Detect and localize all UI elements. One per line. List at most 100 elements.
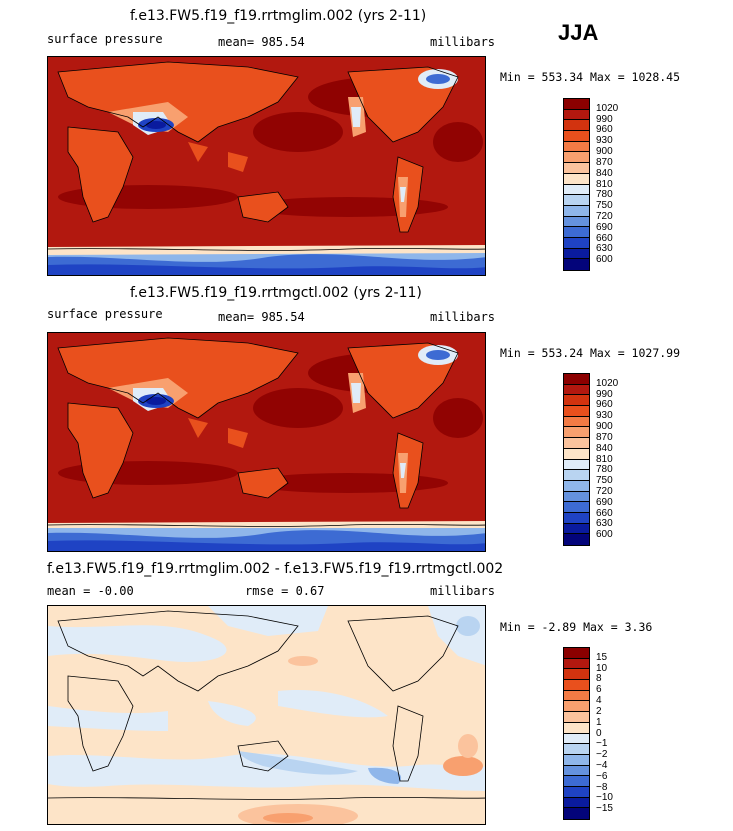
- colorbar-swatch: [564, 470, 589, 481]
- colorbar-tick-label: 840: [596, 167, 613, 179]
- colorbar-tick-label: −2: [596, 749, 608, 761]
- panel2-mean: mean= 985.54: [218, 310, 305, 324]
- colorbar-swatch: [564, 658, 589, 670]
- colorbar-tick-label: −1: [596, 738, 608, 750]
- colorbar-swatch: [564, 534, 589, 545]
- panel1-map: [47, 56, 486, 276]
- colorbar-tick-label: −10: [596, 792, 613, 804]
- colorbar-swatch: [564, 744, 589, 755]
- colorbar-tick-label: 750: [596, 475, 613, 487]
- colorbar-swatch: [564, 374, 589, 385]
- colorbar-tick-label: 10: [596, 662, 608, 674]
- panel1-units: millibars: [430, 35, 496, 49]
- colorbar-tick-label: −15: [596, 803, 613, 815]
- colorbar-swatch: [564, 131, 589, 142]
- panel3-mean: mean = -0.00: [47, 584, 134, 598]
- colorbar-tick-label: 4: [596, 695, 602, 707]
- colorbar-tick-label: 1020: [596, 377, 619, 389]
- colorbar-tick-label: 990: [596, 388, 613, 400]
- colorbar-tick-label: 900: [596, 421, 613, 433]
- colorbar-tick-label: 900: [596, 146, 613, 158]
- colorbar-tick-label: 840: [596, 442, 613, 454]
- colorbar-swatch: [564, 690, 589, 702]
- colorbar-tick-label: 15: [596, 651, 608, 663]
- colorbar-swatch: [564, 765, 589, 777]
- colorbar-tick-label: 1020: [596, 102, 619, 114]
- colorbar-swatch: [564, 109, 589, 121]
- colorbar-tick-label: 930: [596, 135, 613, 147]
- colorbar-swatch: [564, 754, 589, 766]
- colorbar-swatch: [564, 173, 589, 185]
- colorbar-swatch: [564, 669, 589, 681]
- colorbar-tick-label: 870: [596, 431, 613, 443]
- colorbar-tick-label: 750: [596, 200, 613, 212]
- season-label: JJA: [558, 20, 599, 45]
- colorbar-swatch: [564, 152, 589, 164]
- colorbar-tick-label: 780: [596, 464, 613, 476]
- colorbar-tick-label: 810: [596, 453, 613, 465]
- colorbar-tick-label: 630: [596, 243, 613, 255]
- panel1-map-svg: [48, 57, 485, 275]
- colorbar-swatch: [564, 99, 589, 110]
- colorbar-tick-label: 660: [596, 232, 613, 244]
- colorbar-tick-label: −4: [596, 759, 608, 771]
- colorbar-swatch: [564, 163, 589, 174]
- panel2-map: [47, 332, 486, 552]
- colorbar-tick-label: 780: [596, 189, 613, 201]
- colorbar-swatch: [564, 438, 589, 449]
- colorbar-swatch: [564, 722, 589, 734]
- panel3-units: millibars: [430, 584, 496, 598]
- colorbar-swatch: [564, 459, 589, 471]
- colorbar-swatch: [564, 776, 589, 787]
- colorbar-swatch: [564, 416, 589, 428]
- colorbar-swatch: [564, 227, 589, 238]
- colorbar-tick-label: 930: [596, 410, 613, 422]
- panel1-mean: mean= 985.54: [218, 35, 305, 49]
- colorbar-swatch: [564, 195, 589, 206]
- panel3-rmse: rmse = 0.67: [245, 584, 325, 598]
- colorbar-swatch: [564, 205, 589, 217]
- colorbar-tick-label: 600: [596, 254, 613, 266]
- colorbar-swatch: [564, 120, 589, 132]
- panel2-colorbar: [563, 373, 590, 546]
- colorbar-swatch: [564, 808, 589, 819]
- colorbar-swatch: [564, 216, 589, 228]
- colorbar-tick-label: 960: [596, 124, 613, 136]
- panel1-variable: surface pressure: [47, 32, 163, 46]
- colorbar-swatch: [564, 384, 589, 396]
- panel1-colorbar: [563, 98, 590, 271]
- colorbar-tick-label: 600: [596, 529, 613, 541]
- panel3-title: f.e13.FW5.f19_f19.rrtmglim.002 - f.e13.F…: [47, 561, 504, 577]
- panel3-map-svg: [48, 606, 485, 824]
- colorbar-swatch: [564, 733, 589, 745]
- panel2-variable: surface pressure: [47, 307, 163, 321]
- panel3-map: [47, 605, 486, 825]
- panel2-title: f.e13.FW5.f19_f19.rrtmgctl.002 (yrs 2-11…: [130, 285, 422, 301]
- colorbar-swatch: [564, 502, 589, 513]
- colorbar-swatch: [564, 797, 589, 809]
- colorbar-tick-label: 1: [596, 716, 602, 728]
- colorbar-swatch: [564, 712, 589, 723]
- colorbar-tick-label: 8: [596, 673, 602, 685]
- colorbar-tick-label: 720: [596, 210, 613, 222]
- colorbar-swatch: [564, 491, 589, 503]
- panel1-minmax: Min = 553.34 Max = 1028.45: [500, 70, 681, 84]
- colorbar-swatch: [564, 680, 589, 691]
- colorbar-swatch: [564, 248, 589, 260]
- colorbar-swatch: [564, 184, 589, 196]
- colorbar-tick-label: 690: [596, 221, 613, 233]
- panel2-minmax: Min = 553.24 Max = 1027.99: [500, 346, 681, 360]
- colorbar-tick-label: 630: [596, 518, 613, 530]
- colorbar-swatch: [564, 786, 589, 798]
- colorbar-swatch: [564, 448, 589, 460]
- colorbar-tick-label: −8: [596, 781, 608, 793]
- panel3-colorbar: [563, 647, 590, 820]
- colorbar-swatch: [564, 406, 589, 417]
- colorbar-swatch: [564, 395, 589, 407]
- colorbar-swatch: [564, 512, 589, 524]
- colorbar-swatch: [564, 701, 589, 713]
- colorbar-swatch: [564, 259, 589, 270]
- colorbar-tick-label: 810: [596, 178, 613, 190]
- colorbar-tick-label: 690: [596, 496, 613, 508]
- panel2-map-svg: [48, 333, 485, 551]
